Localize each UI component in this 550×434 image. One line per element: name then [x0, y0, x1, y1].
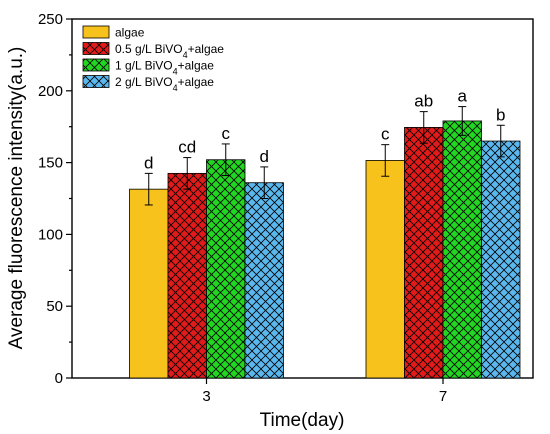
bar-hatch — [168, 173, 207, 378]
legend-label-part: 0.5 g/L BiVO — [115, 42, 183, 56]
legend-label-part: 2 g/L BiVO — [115, 75, 173, 89]
significance-label: b — [496, 105, 505, 124]
legend-label-part: +algae — [178, 59, 215, 73]
legend-subscript: 4 — [183, 50, 188, 60]
significance-label: cd — [178, 138, 196, 157]
y-axis: 0 50 100 150 200 250 — [38, 11, 72, 387]
x-tick-label: 7 — [439, 388, 447, 405]
y-axis-title: Average fluorescence intensity(a.u.) — [6, 47, 27, 350]
legend-swatch-hatch — [83, 42, 109, 55]
significance-label: c — [222, 124, 231, 143]
y-tick-label: 50 — [46, 298, 63, 315]
significance-label: c — [381, 125, 390, 144]
legend-subscript: 4 — [173, 67, 178, 77]
legend-label: 1 g/L BiVO4+algae — [115, 59, 214, 77]
y-tick-label: 0 — [55, 370, 63, 387]
y-tick-label: 100 — [38, 226, 63, 243]
legend-label: algae — [115, 26, 145, 40]
bar-hatch — [206, 159, 245, 378]
significance-label: a — [458, 87, 468, 106]
legend-label-part: +algae — [178, 75, 215, 89]
y-tick-label: 250 — [38, 11, 63, 28]
bar-hatch — [245, 182, 284, 378]
bar-hatch — [443, 120, 482, 379]
bar-hatch — [404, 127, 443, 378]
significance-label: d — [144, 153, 153, 172]
legend-label-part: +algae — [188, 42, 225, 56]
legend-swatch-hatch — [83, 59, 109, 71]
bar — [365, 160, 405, 379]
y-tick-label: 200 — [38, 83, 63, 100]
bar — [129, 188, 169, 379]
legend-label-part: algae — [115, 26, 145, 40]
legend-label: 2 g/L BiVO4+algae — [115, 75, 214, 93]
significance-label: ab — [414, 92, 433, 111]
bar-hatch — [481, 141, 520, 378]
legend-subscript: 4 — [173, 83, 178, 93]
legend-label-part: 1 g/L BiVO — [115, 59, 173, 73]
legend-swatch-hatch — [83, 75, 109, 88]
legend-swatch — [82, 25, 110, 39]
legend-label: 0.5 g/L BiVO4+algae — [115, 42, 224, 60]
significance-label: d — [260, 147, 269, 166]
x-axis-title: Time(day) — [260, 410, 345, 431]
x-tick-label: 3 — [202, 388, 210, 405]
y-tick-label: 150 — [38, 155, 63, 172]
